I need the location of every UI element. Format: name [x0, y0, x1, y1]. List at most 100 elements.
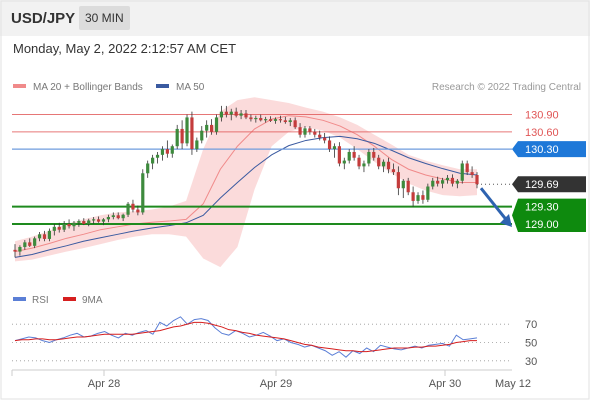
candle: [146, 163, 150, 174]
candle: [377, 157, 381, 167]
candle: [372, 151, 376, 158]
candle: [96, 219, 101, 222]
candle: [332, 146, 337, 150]
candle: [239, 113, 243, 116]
candle: [77, 221, 81, 223]
candle: [416, 195, 420, 201]
candle: [116, 215, 120, 219]
candle: [106, 217, 110, 220]
legend-swatch-rsi-ma: [63, 297, 76, 301]
candle: [278, 119, 283, 121]
candle: [37, 234, 42, 239]
candle: [337, 146, 341, 164]
candle: [283, 120, 287, 123]
support-label-129.30: 129.30: [525, 202, 559, 214]
pivot-label: 130.30: [525, 144, 559, 156]
candle: [440, 180, 445, 184]
candle: [160, 149, 165, 155]
candle: [52, 226, 56, 231]
candle: [254, 118, 258, 120]
x-tick-label-may-12: May 12: [495, 378, 531, 390]
support-label-129.00: 129.00: [525, 219, 559, 231]
candle: [229, 111, 233, 115]
x-tick-label-apr-30: Apr 30: [429, 378, 461, 390]
candle: [465, 163, 469, 173]
candle: [421, 195, 425, 200]
candle: [200, 130, 204, 141]
resistance-label-130.60: 130.60: [525, 127, 559, 139]
candle: [205, 124, 209, 131]
candle: [219, 111, 224, 118]
symbol-title: USD/JPY: [11, 10, 76, 27]
candle: [460, 163, 464, 181]
candle: [298, 127, 302, 135]
watermark-text: Research © 2022 Trading Central: [432, 82, 581, 93]
candle: [141, 173, 145, 213]
candle: [406, 180, 410, 193]
candle: [391, 169, 396, 173]
ma50-line: [14, 135, 478, 258]
header-bar: USD/JPY 30 MIN: [0, 0, 590, 36]
candle: [367, 151, 371, 164]
candle: [426, 186, 430, 200]
legend-label-rsi-ma: 9MA: [82, 295, 103, 306]
legend-label-bollinger: MA 20 + Bollinger Bands: [33, 82, 143, 93]
candle: [386, 161, 391, 170]
candle: [431, 180, 435, 187]
legend-swatch-rsi: [13, 297, 26, 301]
pivot-tag: [512, 141, 586, 158]
candle: [362, 163, 366, 167]
candle: [170, 146, 174, 154]
timestamp: Monday, May 2, 2022 2:12:57 AM CET: [13, 41, 237, 56]
candle: [475, 175, 479, 185]
candle: [190, 117, 194, 150]
candle: [293, 120, 297, 128]
candle: [82, 221, 86, 224]
candle: [268, 119, 273, 121]
forecast-arrow-head: [500, 213, 512, 227]
candle: [303, 128, 307, 135]
candle: [180, 128, 184, 144]
rsi-tick-70: 70: [525, 319, 537, 331]
legend-label-ma50: MA 50: [176, 82, 205, 93]
candle: [131, 203, 135, 210]
candle: [151, 157, 155, 164]
candle: [288, 120, 292, 123]
candle: [214, 117, 219, 132]
candle: [175, 128, 179, 147]
last-price-tag: [512, 176, 586, 193]
candle: [347, 151, 351, 161]
candle: [411, 192, 415, 201]
candle: [357, 157, 361, 167]
candle: [273, 119, 278, 121]
candle: [72, 222, 76, 227]
candle: [450, 177, 455, 184]
resistance-label-130.90: 130.90: [525, 110, 559, 122]
x-tick-label-apr-28: Apr 28: [88, 378, 120, 390]
legend-label-rsi: RSI: [32, 295, 49, 306]
legend-swatch-ma50: [156, 84, 169, 88]
candle: [155, 154, 160, 158]
support-tag: [512, 198, 586, 232]
candle: [313, 131, 317, 135]
candle: [47, 230, 52, 239]
candle: [33, 238, 37, 246]
candle: [62, 223, 66, 230]
candle: [101, 219, 106, 222]
timeframe-badge[interactable]: 30 MIN: [79, 6, 130, 30]
candle: [23, 242, 27, 247]
candle: [445, 177, 450, 181]
candle: [28, 242, 32, 246]
candle: [259, 118, 263, 121]
rsi-tick-50: 50: [525, 338, 537, 350]
candle: [436, 180, 440, 184]
rsi-tick-30: 30: [525, 356, 537, 368]
candle: [136, 209, 140, 213]
candle: [92, 219, 96, 221]
candle: [57, 226, 61, 230]
candle: [455, 180, 459, 184]
candle: [67, 223, 71, 227]
candle: [382, 161, 386, 167]
